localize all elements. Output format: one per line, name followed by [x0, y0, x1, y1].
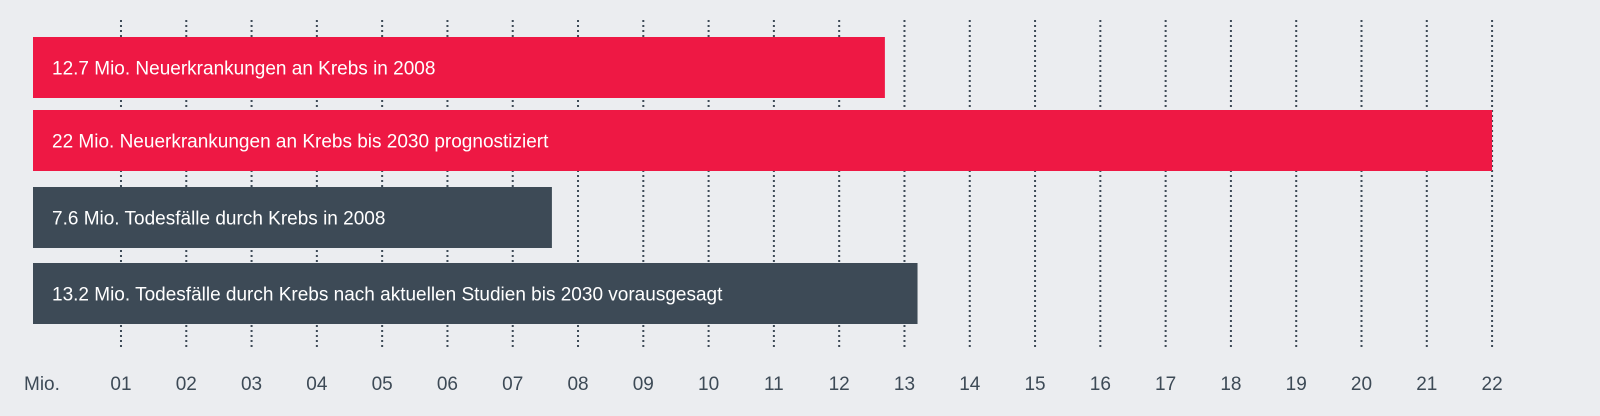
bar — [33, 110, 1493, 171]
bar-label: 13.2 Mio. Todesfälle durch Krebs nach ak… — [52, 285, 723, 306]
tick-label: 12 — [829, 374, 850, 395]
bar-label: 22 Mio. Neuerkrankungen an Krebs bis 203… — [52, 132, 549, 153]
tick-label: 11 — [764, 374, 784, 395]
bar — [33, 187, 552, 248]
tick-label: 05 — [372, 374, 393, 395]
tick-label: 16 — [1090, 374, 1111, 395]
tick-label: 09 — [633, 374, 654, 395]
tick-label: 07 — [502, 374, 523, 395]
bar-label: 12.7 Mio. Neuerkrankungen an Krebs in 20… — [52, 59, 435, 80]
tick-label: 13 — [894, 374, 915, 395]
tick-label: 17 — [1155, 374, 1176, 395]
tick-label: 20 — [1351, 374, 1372, 395]
tick-label: 14 — [959, 374, 981, 395]
tick-label: 15 — [1024, 374, 1045, 395]
x-axis-ticks: Mio. 01 02 03 04 05 06 07 08 09 10 11 12 13 14 15 16 17 1… — [24, 374, 1503, 395]
tick-label: 01 — [110, 374, 131, 395]
tick-label: 18 — [1220, 374, 1241, 395]
tick-label: 21 — [1416, 374, 1437, 395]
bar-label: 7.6 Mio. Todesfälle durch Krebs in 2008 — [52, 209, 385, 230]
tick-label: 03 — [241, 374, 262, 395]
tick-label: 06 — [437, 374, 458, 395]
tick-label: 19 — [1286, 374, 1307, 395]
unit-label: Mio. — [24, 374, 60, 395]
tick-label: 22 — [1482, 374, 1503, 395]
tick-label: 04 — [306, 374, 328, 395]
tick-label: 10 — [698, 374, 719, 395]
tick-label: 08 — [567, 374, 588, 395]
bars: 12.7 Mio. Neuerkrankungen an Krebs in 20… — [33, 37, 1493, 324]
bar — [33, 37, 885, 98]
tick-label: 02 — [176, 374, 197, 395]
bar — [33, 263, 918, 324]
